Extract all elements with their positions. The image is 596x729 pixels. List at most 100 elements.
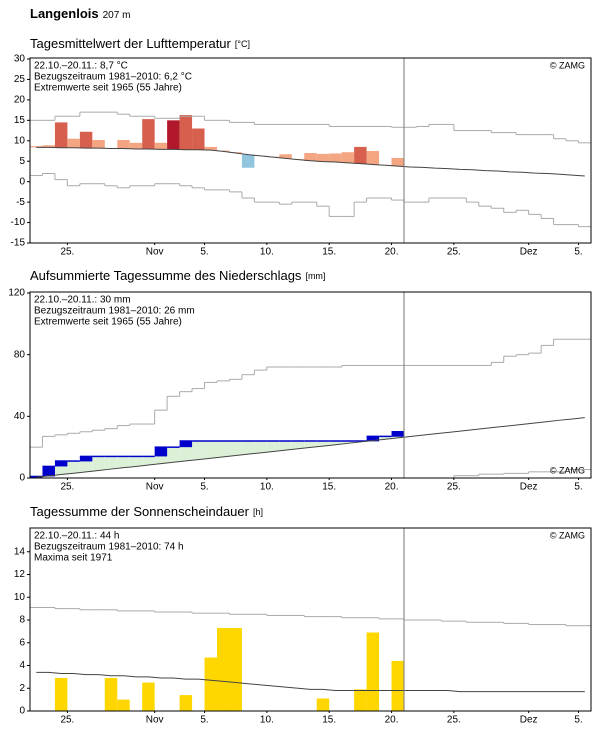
anomaly-fill xyxy=(92,456,105,471)
x-tick-label: 10. xyxy=(260,715,274,726)
y-tick-label: 30 xyxy=(14,54,26,65)
panel-unit: [°C] xyxy=(235,39,250,49)
bar xyxy=(192,128,205,150)
y-tick-label: 2 xyxy=(19,683,25,694)
anomaly-fill xyxy=(217,441,230,457)
x-tick-label: 25. xyxy=(447,715,461,726)
panel-unit: [mm] xyxy=(305,271,325,281)
bar xyxy=(167,120,180,150)
x-tick-label: Dez xyxy=(520,715,538,726)
anomaly-fill xyxy=(167,447,180,463)
station-elevation: 207 m xyxy=(103,10,131,21)
bar xyxy=(54,678,68,711)
legend-entry: Bezugszeitraum 1981–2010: 74 h xyxy=(34,542,184,553)
anomaly-fill xyxy=(266,441,280,452)
x-tick-label: 15. xyxy=(322,715,336,726)
bar xyxy=(229,627,242,711)
anomaly-fill xyxy=(104,456,118,470)
anomaly-fill xyxy=(316,441,330,447)
y-tick-label: 20 xyxy=(14,95,26,106)
bar xyxy=(179,115,193,150)
precipitation-block xyxy=(42,466,55,477)
bar xyxy=(316,698,330,711)
copyright: © ZAMG xyxy=(550,465,585,475)
x-tick-label: Dez xyxy=(520,482,538,493)
bar xyxy=(366,151,380,165)
x-tick-label: 5. xyxy=(200,715,208,726)
bar xyxy=(329,153,342,163)
x-tick-label: 5. xyxy=(200,482,208,493)
y-tick-label: 40 xyxy=(14,411,26,422)
bar xyxy=(391,660,404,711)
precipitation-block xyxy=(366,436,380,442)
y-tick-label: 12 xyxy=(14,569,26,580)
bar xyxy=(341,152,355,163)
panel-title: Aufsummierte Tagessumme des Niederschlag… xyxy=(30,268,325,283)
x-tick-label: Nov xyxy=(146,715,164,726)
panel-title-text: Tagesmittelwert der Lufttemperatur xyxy=(30,36,232,51)
plot-frame xyxy=(29,527,592,712)
y-tick-label: 0 xyxy=(19,176,25,187)
y-tick-label: 120 xyxy=(8,288,25,299)
x-tick-label: 5. xyxy=(200,247,208,258)
legend-entry: Bezugszeitraum 1981–2010: 6,2 °C xyxy=(34,72,192,83)
anomaly-fill xyxy=(192,441,205,460)
bar xyxy=(42,145,55,148)
x-tick-label: 25. xyxy=(60,247,74,258)
anomaly-fill xyxy=(329,441,342,445)
station-header: Langenlois 207 m xyxy=(30,6,130,21)
y-tick-label: 15 xyxy=(14,115,26,126)
x-tick-label: 20. xyxy=(385,247,399,258)
bar xyxy=(241,154,255,168)
x-tick-label: 25. xyxy=(447,482,461,493)
reference-line xyxy=(36,417,585,478)
panel: Tagessumme der Sonnenscheindauer [h] 0 2 4 6 8… xyxy=(14,504,592,726)
y-tick-label: 14 xyxy=(14,546,26,557)
anomaly-fill xyxy=(142,456,155,466)
bar xyxy=(366,632,380,711)
bar xyxy=(154,142,168,150)
bar xyxy=(104,678,118,711)
bar xyxy=(129,142,143,149)
y-tick-label: 10 xyxy=(14,135,26,146)
bar xyxy=(30,146,43,148)
y-tick-label: 0 xyxy=(19,706,25,717)
x-tick-label: 25. xyxy=(60,482,74,493)
bar xyxy=(179,695,193,711)
panel-unit: [h] xyxy=(253,507,263,517)
copyright: © ZAMG xyxy=(550,530,585,540)
bar xyxy=(316,153,330,162)
x-tick-label: 5. xyxy=(574,247,582,258)
precipitation-block xyxy=(391,431,404,437)
anomaly-fill xyxy=(129,456,143,467)
plot-background xyxy=(30,528,591,711)
reference-line xyxy=(36,146,585,177)
bar xyxy=(217,627,230,711)
legend-entry: Maxima seit 1971 xyxy=(34,553,113,564)
anomaly-fill xyxy=(341,441,355,444)
bar xyxy=(117,139,130,149)
bar xyxy=(354,689,367,711)
plot-frame xyxy=(29,57,592,244)
y-tick-label: -5 xyxy=(16,197,25,208)
x-tick-label: 15. xyxy=(322,247,336,258)
bar xyxy=(204,657,217,711)
panel: Aufsummierte Tagessumme des Niederschlag… xyxy=(8,268,592,493)
y-tick-label: 6 xyxy=(19,637,25,648)
bar xyxy=(142,682,155,711)
y-tick-label: 25 xyxy=(14,74,26,85)
bar xyxy=(304,153,317,161)
x-tick-label: 15. xyxy=(322,482,336,493)
bar xyxy=(54,122,68,148)
x-tick-label: 20. xyxy=(385,482,399,493)
copyright: © ZAMG xyxy=(550,60,585,70)
legend-entry: 22.10.–20.11.: 8,7 °C xyxy=(34,61,128,72)
y-tick-label: -10 xyxy=(11,217,26,228)
y-tick-label: -15 xyxy=(11,238,26,249)
legend-entry: Bezugszeitraum 1981–2010: 26 mm xyxy=(34,306,195,317)
bar xyxy=(79,131,93,149)
anomaly-fill xyxy=(241,441,255,455)
y-tick-label: 80 xyxy=(14,349,26,360)
bar xyxy=(391,157,404,167)
